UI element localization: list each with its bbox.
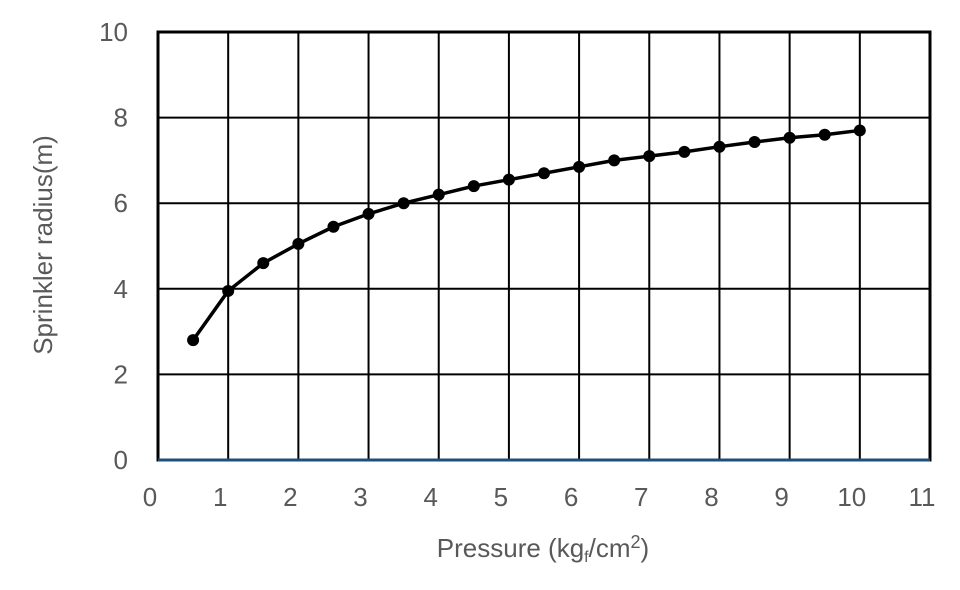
series-line — [191, 128, 861, 342]
y-tick-label: 6 — [114, 188, 128, 218]
data-point — [573, 160, 586, 173]
x-tick-label: 6 — [564, 482, 578, 512]
grid-lines — [158, 32, 930, 460]
data-point — [713, 140, 726, 153]
x-tick-label: 4 — [423, 482, 437, 512]
y-tick-labels: 0 2 4 6 8 10 — [99, 17, 128, 475]
data-point — [748, 135, 761, 148]
y-tick-label: 10 — [99, 17, 128, 47]
data-point — [327, 220, 340, 233]
x-tick-label: 7 — [634, 482, 648, 512]
plot-frame — [156, 30, 932, 462]
data-point — [818, 128, 831, 141]
data-point — [362, 207, 375, 220]
data-point — [187, 334, 200, 347]
data-point — [257, 257, 270, 270]
y-tick-label: 4 — [114, 274, 128, 304]
x-tick-label: 3 — [353, 482, 367, 512]
data-point — [292, 237, 305, 250]
data-point — [397, 197, 410, 210]
data-point — [222, 284, 235, 297]
data-point — [853, 124, 866, 137]
data-point — [643, 150, 656, 163]
x-tick-label: 2 — [283, 482, 297, 512]
y-tick-label: 8 — [114, 103, 128, 133]
x-tick-labels: 0 1 2 3 4 5 6 7 8 9 10 11 — [143, 482, 936, 512]
x-tick-label: 8 — [704, 482, 718, 512]
y-axis-title: Sprinkler radius(m) — [28, 135, 58, 355]
data-point — [502, 173, 515, 186]
y-tick-label: 0 — [114, 445, 128, 475]
data-points — [187, 124, 866, 347]
x-tick-label: 11 — [909, 482, 936, 512]
data-point — [678, 145, 691, 158]
data-point — [538, 167, 550, 180]
x-tick-label: 0 — [143, 482, 157, 512]
data-point — [783, 131, 796, 144]
x-axis-title: Pressure (kgf/cm2) — [437, 532, 649, 566]
x-tick-label: 10 — [837, 482, 866, 512]
data-point — [467, 180, 480, 193]
data-point — [432, 188, 445, 201]
x-tick-label: 1 — [213, 482, 227, 512]
y-tick-label: 2 — [114, 359, 128, 389]
x-tick-label: 5 — [494, 482, 508, 512]
data-point — [608, 154, 621, 167]
x-tick-label: 9 — [774, 482, 788, 512]
